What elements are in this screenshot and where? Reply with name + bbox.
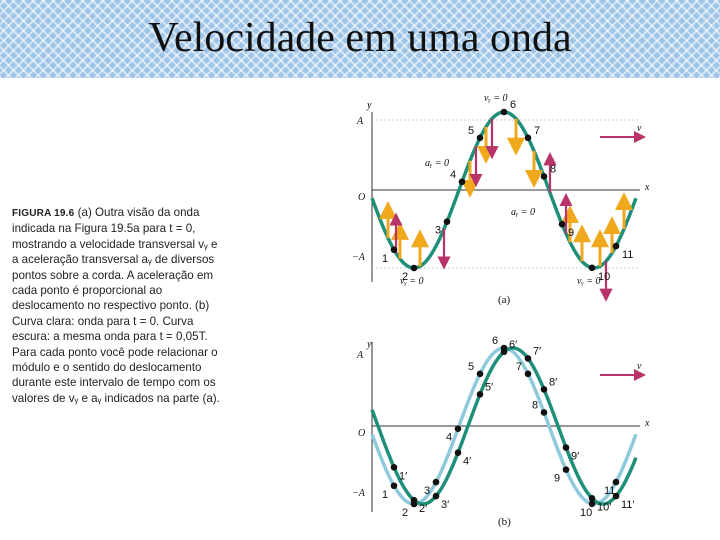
sublabel-b: (b) — [498, 516, 511, 528]
point-b-prime-3 — [432, 492, 440, 500]
point-b-prime-9 — [562, 444, 570, 451]
point-label-a-6: 6 — [510, 99, 516, 111]
point-label-b-prime-3: 3′ — [441, 499, 449, 511]
wave-speed-label-a: v — [637, 123, 642, 134]
point-label-a-9: 9 — [568, 227, 574, 239]
point-a-8 — [540, 173, 548, 180]
point-b-prime-4 — [454, 449, 462, 456]
point-a-7 — [524, 134, 532, 142]
point-label-b-prime-11: 11′ — [621, 499, 634, 511]
point-label-b-prime-2: 2′ — [419, 503, 427, 515]
vy-zero-top: vᵧ = 0 — [484, 93, 508, 104]
point-label-a-11: 11 — [622, 249, 633, 261]
point-b-4 — [454, 425, 462, 433]
y-axis-label-a: y — [366, 100, 372, 111]
point-label-a-2: 2 — [402, 271, 408, 283]
point-a-9 — [558, 220, 566, 228]
sublabel-a: (a) — [498, 294, 511, 306]
vy-zero-bottom-2: vᵧ = 0 — [577, 276, 601, 287]
figure-b: y x A −A O 11′2 2′33′44′55′6 6′77′88′99′10… — [352, 335, 650, 528]
point-b-prime-8 — [540, 386, 548, 393]
point-label-b-1: 1 — [382, 489, 388, 501]
point-label-b-prime-7: 7′ — [533, 345, 541, 357]
point-label-a-3: 3 — [435, 225, 441, 237]
point-a-5 — [476, 134, 484, 142]
point-label-b-prime-5: 5′ — [485, 381, 493, 393]
point-label-a-10: 10 — [598, 271, 610, 283]
ay-zero-left: aᵧ = 0 — [425, 158, 449, 169]
point-b-prime-11 — [612, 492, 620, 500]
point-label-b-9: 9 — [554, 473, 560, 485]
point-label-a-1: 1 — [382, 253, 388, 265]
y-axis-label-b: y — [366, 339, 372, 350]
figure-caption: FIGURA 19.6 (a) Outra visão da onda indi… — [12, 205, 227, 406]
point-b-9 — [562, 466, 570, 473]
point-label-a-5: 5 — [468, 125, 474, 137]
point-label-b-2: 2 — [402, 507, 408, 519]
point-label-b-prime-1: 1′ — [399, 470, 407, 482]
point-a-11 — [612, 242, 620, 250]
point-label-b-prime-6: 6′ — [509, 339, 517, 351]
figure-label: FIGURA 19.6 — [12, 208, 75, 219]
point-a-1 — [390, 246, 398, 254]
point-b-10 — [588, 500, 596, 508]
figure-a: y x A −A O 1 2 3 4 5 6 7 8 9 10 11 v vᵧ = 0 aᵧ = 0… — [352, 93, 650, 306]
point-label-b-prime-8: 8′ — [549, 376, 557, 388]
point-label-a-8: 8 — [550, 163, 556, 175]
point-label-b-prime-9: 9′ — [571, 450, 579, 462]
point-b-prime-2 — [410, 496, 418, 504]
point-label-b-prime-10: 10′ — [597, 501, 611, 513]
point-label-b-8: 8 — [532, 399, 538, 411]
point-label-a-4: 4 — [450, 169, 456, 181]
point-label-b-10: 10 — [580, 507, 592, 519]
point-label-b-11: 11 — [604, 485, 615, 497]
point-b-11 — [612, 478, 620, 486]
point-b-7 — [524, 370, 532, 378]
point-label-b-prime-4: 4′ — [463, 456, 471, 468]
point-label-b-7: 7 — [516, 361, 522, 373]
point-b-prime-6 — [500, 348, 508, 356]
caption-text: (a) Outra visão da onda indicada na Figu… — [12, 206, 220, 405]
amplitude-top-b: A — [356, 350, 364, 361]
point-b-1 — [390, 482, 398, 490]
point-a-10 — [588, 264, 596, 272]
origin-a: O — [358, 192, 365, 203]
title-banner: Velocidade em uma onda — [0, 0, 720, 78]
point-label-b-5: 5 — [468, 361, 474, 373]
amplitude-bottom-a: −A — [352, 252, 366, 263]
wave-speed-label-b: v — [637, 361, 642, 372]
x-axis-label-b: x — [644, 418, 650, 429]
points-a: 1 2 3 4 5 6 7 8 9 10 11 — [382, 99, 633, 283]
amplitude-top-a: A — [356, 116, 364, 127]
point-b-5 — [476, 370, 484, 378]
point-label-b-6: 6 — [492, 335, 498, 347]
origin-b: O — [358, 428, 365, 439]
arrows-a — [379, 118, 633, 302]
point-a-6 — [500, 108, 508, 116]
amplitude-bottom-b: −A — [352, 488, 366, 499]
ay-zero-right: aᵧ = 0 — [511, 207, 535, 218]
vy-zero-bottom-1: vᵧ = 0 — [400, 276, 424, 287]
point-label-b-4: 4 — [446, 432, 452, 444]
point-label-b-3: 3 — [424, 485, 430, 497]
point-a-2 — [410, 264, 418, 272]
point-b-prime-10 — [588, 495, 596, 502]
x-axis-label-a: x — [644, 182, 650, 193]
point-label-a-7: 7 — [534, 125, 540, 137]
point-b-prime-7 — [524, 355, 532, 362]
point-b-prime-1 — [390, 464, 398, 471]
point-a-4 — [458, 178, 466, 186]
point-b-3 — [432, 478, 440, 486]
slide-title: Velocidade em uma onda — [148, 15, 572, 61]
point-b-8 — [540, 409, 548, 416]
point-b-prime-5 — [476, 390, 484, 398]
point-a-3 — [443, 218, 451, 226]
